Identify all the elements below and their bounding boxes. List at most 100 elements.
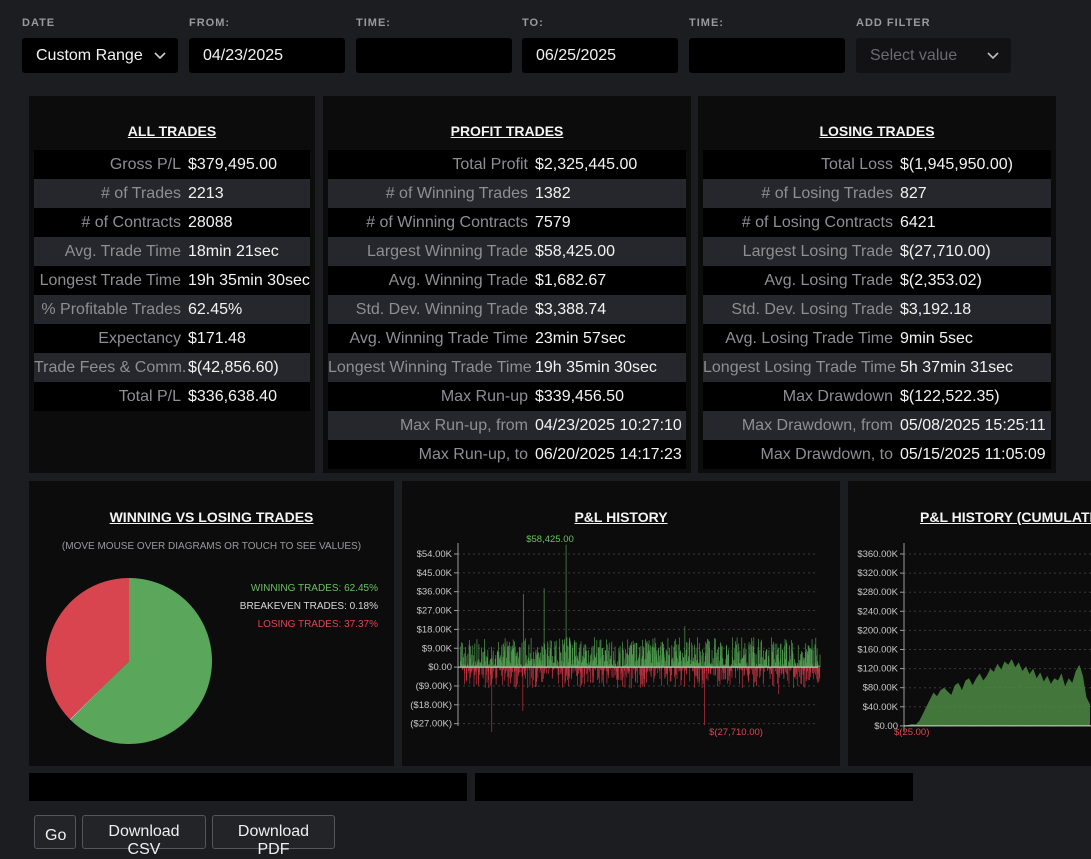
trade-bar (480, 667, 482, 669)
trade-bar (648, 667, 650, 669)
trade-bar (513, 667, 515, 687)
download-csv-button[interactable]: Download CSV (82, 815, 206, 858)
trade-bar (605, 667, 607, 671)
trade-bar (801, 667, 803, 675)
trade-bar (561, 667, 563, 675)
trade-bar (738, 663, 740, 668)
trade-bar (793, 667, 794, 689)
trade-bar (471, 667, 472, 671)
trade-bar (717, 667, 719, 687)
trade-bar (526, 659, 528, 668)
trade-bar (538, 667, 539, 669)
stat-label: # of Trades (100, 184, 181, 202)
go-button[interactable]: Go (34, 815, 76, 849)
trade-bar (574, 662, 576, 668)
y-tick-label: $160.00K (857, 645, 898, 656)
trade-bar (626, 667, 628, 673)
date-range-select[interactable]: Custom Range (22, 38, 178, 73)
add-filter-select[interactable]: Select value (856, 38, 1011, 73)
trade-bar (704, 661, 705, 668)
trade-bar (721, 645, 723, 668)
trade-bar (697, 667, 699, 683)
trade-bar (771, 637, 772, 668)
trade-bar (531, 658, 533, 668)
win-loss-pie-chart[interactable]: WINNING TRADES: 62.45% BREAKEVEN TRADES: … (29, 481, 394, 766)
trade-bar (573, 642, 575, 668)
trade-bar (578, 667, 579, 674)
stat-row: Total P/L $336,638.40 (34, 382, 310, 411)
y-tick-label: ($18.00K) (410, 700, 452, 711)
trade-bar (665, 667, 667, 677)
trade-bar (678, 667, 680, 672)
trade-bar (602, 667, 604, 687)
trade-bar (633, 667, 634, 670)
trade-bar (817, 667, 818, 683)
trade-bar (576, 667, 577, 676)
trade-bar (475, 661, 476, 668)
trade-bar (783, 664, 784, 668)
trade-bar (780, 667, 782, 675)
trade-bar (681, 667, 682, 681)
to-date-input[interactable]: 06/25/2025 (522, 38, 678, 73)
trade-bar (601, 656, 602, 668)
trade-bar (642, 655, 644, 668)
pl-cumulative-chart[interactable]: $360.00K $320.00K $280.00K $240.00K $200.00K… (848, 481, 1091, 766)
stat-label: # of Contracts (81, 213, 181, 231)
trade-bar (774, 643, 776, 668)
trade-bar (567, 667, 568, 681)
trade-bar (474, 643, 476, 668)
trade-bar (718, 647, 719, 668)
trade-bar (463, 667, 464, 669)
trade-bar (701, 666, 703, 668)
trade-bar (539, 657, 541, 668)
trade-bar (700, 651, 701, 668)
trade-bar (567, 662, 569, 668)
trade-bar (703, 666, 704, 668)
trade-bar (570, 664, 572, 668)
trade-bar (762, 656, 764, 668)
trade-bar (606, 639, 607, 668)
trade-bar (743, 667, 745, 676)
trade-bar (758, 667, 760, 669)
trade-bar (778, 667, 780, 695)
win-loss-panel: WINNING VS LOSING TRADES (MOVE MOUSE OVE… (29, 481, 394, 766)
trade-bar (740, 659, 742, 668)
trade-bar (534, 667, 536, 669)
pl-history-chart[interactable]: $54.00K $45.00K $36.00K $27.00K $18.00K $9.00… (402, 481, 840, 766)
trade-bar (635, 667, 637, 682)
trade-bar (579, 667, 580, 671)
to-time-input[interactable] (689, 38, 845, 73)
trade-bar (672, 657, 674, 668)
trade-bar (565, 667, 567, 671)
trade-bar (761, 665, 763, 668)
chevron-down-icon (987, 52, 999, 60)
trade-bar (636, 642, 638, 668)
cumulative-area (905, 659, 1090, 726)
trade-bar (606, 644, 608, 668)
trade-bar (706, 667, 707, 679)
trade-bar (720, 643, 722, 668)
trade-bar (617, 661, 619, 668)
trade-bar (739, 667, 740, 685)
trade-bar (507, 667, 509, 677)
trade-bar (609, 659, 611, 668)
trade-bar (513, 653, 515, 668)
trade-bar (631, 659, 633, 668)
trade-bar (551, 661, 553, 668)
trade-bar (605, 650, 606, 668)
trade-bar (469, 667, 471, 674)
from-date-input[interactable]: 04/23/2025 (189, 38, 345, 73)
trade-bar (496, 667, 498, 678)
trade-bar (663, 657, 665, 668)
trade-bar (658, 647, 659, 668)
trade-bar (522, 594, 524, 668)
trade-bar (689, 664, 691, 668)
trade-bar (527, 667, 529, 688)
trade-bar (735, 644, 737, 668)
trade-bar (716, 663, 718, 668)
trade-bar (537, 667, 539, 679)
download-pdf-button[interactable]: Download PDF (212, 815, 335, 858)
from-time-input[interactable] (356, 38, 512, 73)
stat-row: Largest Winning Trade $58,425.00 (328, 237, 686, 266)
stat-value: $(1,945,950.00) (900, 155, 1013, 173)
